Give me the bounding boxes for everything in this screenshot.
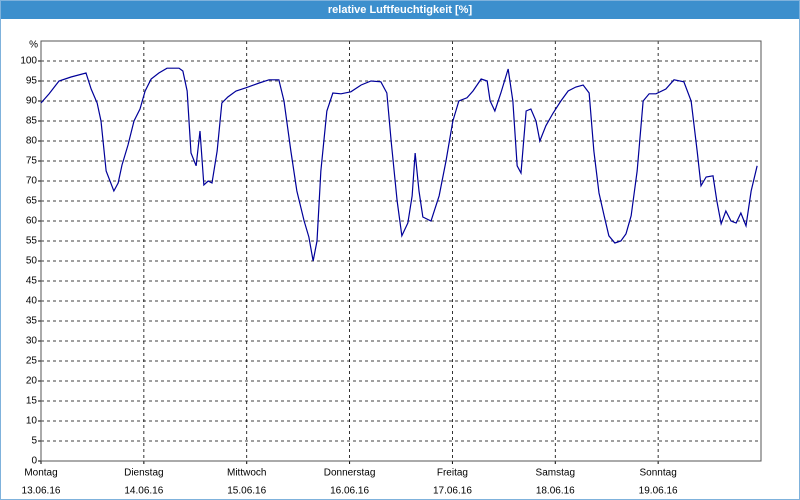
y-tick-label: 0 [31,456,37,467]
x-tick-label: Mittwoch [227,468,266,479]
y-tick-label: 30 [26,336,38,347]
data-line [40,67,758,262]
y-tick-label: 95 [26,76,38,87]
x-tick-label: Sonntag [640,468,677,479]
y-tick-label: 85 [26,116,38,127]
x-tick-label: Montag [24,468,57,479]
y-tick-label: 70 [26,176,38,187]
x-tick-date: 17.06.16 [433,486,472,497]
x-tick-label: Dienstag [124,468,163,479]
y-tick-label: 60 [26,216,38,227]
y-tick-label: 40 [26,296,38,307]
y-tick-label: 75 [26,156,38,167]
y-tick-label: 50 [26,256,38,267]
x-tick-date: 19.06.16 [639,486,678,497]
title-bar: relative Luftfeuchtigkeit [%] [1,1,799,19]
y-tick-label: 55 [26,236,38,247]
y-tick-label: 45 [26,276,38,287]
x-tick-label: Donnerstag [324,468,376,479]
y-axis-label: % [29,40,38,51]
y-tick-label: 65 [26,196,38,207]
chart-title: relative Luftfeuchtigkeit [%] [327,4,473,16]
x-tick-date: 13.06.16 [22,486,61,497]
y-tick-label: 80 [26,136,38,147]
plot-border [40,40,762,462]
chart: % 0 5 10 15 20 25 30 35 40 45 50 55 60 65 70 75 80 85 90 95… [20,40,762,497]
y-tick-label: 35 [26,316,38,327]
plot-area [41,41,761,461]
y-tick-label: 100 [20,56,37,67]
y-tick-label: 20 [26,376,38,387]
x-tick-label: Freitag [437,468,468,479]
x-tick-label: Samstag [536,468,575,479]
x-tick-date: 15.06.16 [227,486,266,497]
x-tick-date: 14.06.16 [124,486,163,497]
x-tick-date: 16.06.16 [330,486,369,497]
y-tick-label: 5 [31,436,37,447]
y-tick-label: 25 [26,356,38,367]
y-tick-label: 90 [26,96,38,107]
y-tick-label: 10 [26,416,38,427]
x-tick-date: 18.06.16 [536,486,575,497]
y-tick-label: 15 [26,396,38,407]
